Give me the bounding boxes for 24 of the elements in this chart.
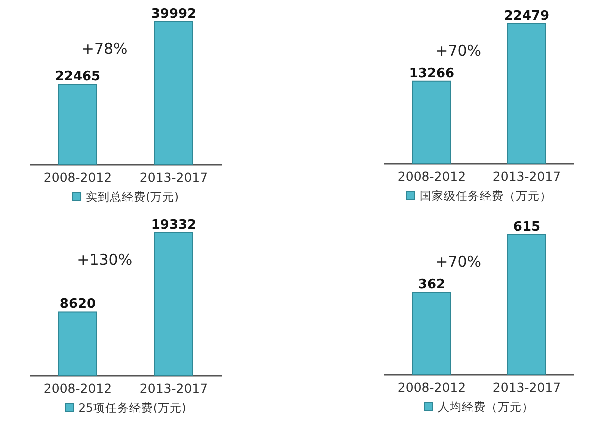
- x-tick-label: 2013-2017: [492, 380, 562, 395]
- x-tick-label: 2008-2012: [398, 169, 466, 184]
- x-tick-label: 2008-2012: [398, 380, 466, 395]
- annotation: +70%: [436, 253, 482, 271]
- legend-label: 25项任务经费(万元): [78, 401, 186, 415]
- data-label: 22479: [504, 9, 550, 24]
- x-tick-label: 2013-2017: [140, 170, 208, 185]
- annotation: +70%: [436, 42, 482, 60]
- annotation: +78%: [82, 40, 128, 58]
- annotation: +130%: [77, 251, 133, 269]
- data-label: 39992: [151, 7, 197, 22]
- x-tick-label: 2008-2012: [44, 170, 112, 185]
- x-tick-label: 2013-2017: [492, 169, 562, 184]
- x-tick-label: 2013-2017: [140, 381, 208, 396]
- data-label: 19332: [151, 218, 197, 233]
- data-label: 615: [513, 220, 541, 235]
- data-label: 362: [418, 278, 446, 293]
- legend-label: 实到总经费(万元): [86, 190, 179, 204]
- data-label: 8620: [60, 297, 96, 312]
- data-label: 22465: [55, 70, 101, 85]
- data-label: 13266: [409, 66, 455, 82]
- x-tick-label: 2008-2012: [44, 381, 112, 396]
- legend-label: 人均经费（万元）: [438, 400, 534, 414]
- legend-label: 国家级任务经费（万元）: [420, 189, 552, 203]
